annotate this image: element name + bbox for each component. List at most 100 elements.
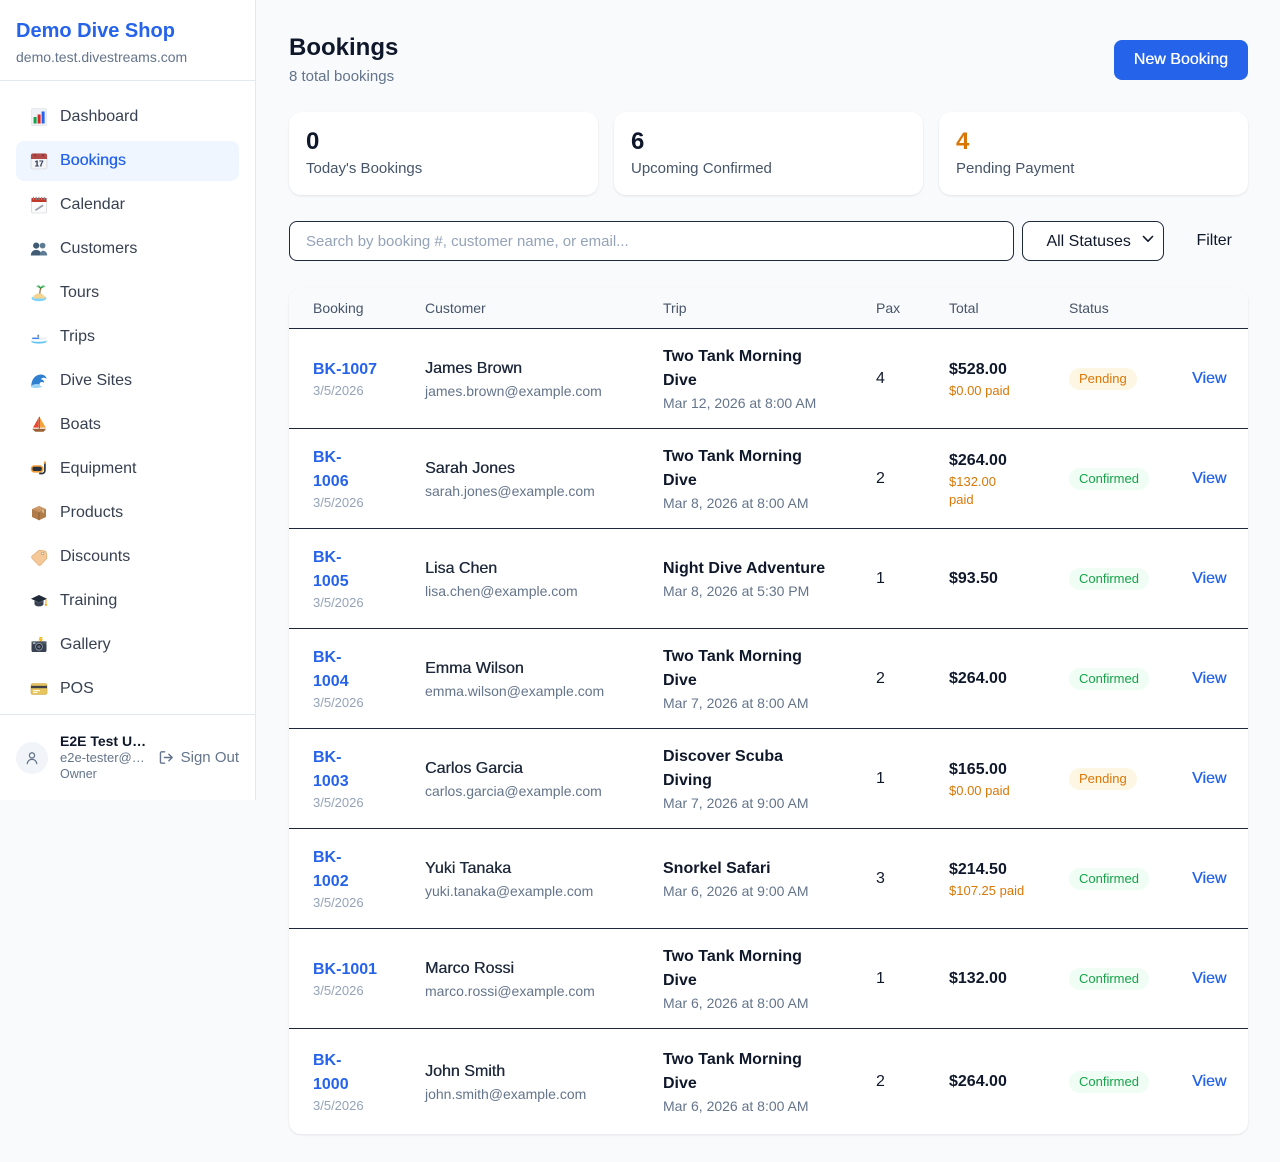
table-row: BK- 1000 3/5/2026 John Smith john.smith@exam…: [289, 1029, 1248, 1134]
dive-mask-icon: [30, 460, 48, 478]
booking-id-line: BK-: [313, 548, 342, 566]
booking-date: 3/5/2026: [313, 1097, 364, 1113]
pax-cell: 1: [876, 569, 885, 587]
booking-cell: BK-1001 3/5/2026: [313, 958, 425, 1000]
booking-id-line: BK-: [313, 848, 342, 866]
sidebar: Demo Dive Shop demo.test.divestreams.com…: [0, 0, 256, 800]
view-link[interactable]: View: [1192, 469, 1227, 487]
total-cell: $264.00: [949, 667, 1069, 691]
total-paid-line: paid: [949, 491, 974, 507]
status-cell: Pending: [1069, 367, 1192, 390]
customer-name: James Brown: [425, 359, 522, 377]
search-input[interactable]: [289, 221, 1015, 261]
sign-out-button[interactable]: Sign Out: [158, 749, 239, 766]
grad-cap-icon: [30, 592, 48, 610]
view-link[interactable]: View: [1192, 669, 1227, 687]
sidebar-item-label: Trips: [60, 328, 95, 345]
pax-cell: 1: [876, 769, 885, 787]
filter-button[interactable]: Filter: [1180, 221, 1248, 261]
sidebar-item-pos[interactable]: POS: [16, 669, 239, 709]
booking-id-link[interactable]: BK- 1004: [313, 646, 425, 694]
sidebar-item-calendar[interactable]: Calendar: [16, 185, 239, 225]
view-link[interactable]: View: [1192, 869, 1227, 887]
brand-title: Demo Dive Shop: [16, 20, 175, 42]
booking-id-line: 1003: [313, 772, 349, 790]
trip-name: Snorkel Safari: [663, 859, 771, 877]
booking-date: 3/5/2026: [313, 382, 364, 398]
sidebar-item-equipment[interactable]: Equipment: [16, 449, 239, 489]
booking-id-link[interactable]: BK- 1006: [313, 446, 425, 494]
new-booking-button[interactable]: New Booking: [1113, 40, 1248, 80]
column-header-status: Status: [1069, 300, 1109, 316]
sidebar-item-tours[interactable]: Tours: [16, 273, 239, 313]
booking-id-link[interactable]: BK- 1000: [313, 1049, 425, 1097]
view-link[interactable]: View: [1192, 569, 1227, 587]
status-select[interactable]: All Statuses: [1022, 221, 1165, 261]
total-amount: $528.00: [949, 360, 1007, 378]
sidebar-item-bookings[interactable]: Bookings: [16, 141, 239, 181]
trip-date: Mar 6, 2026 at 8:00 AM: [663, 994, 809, 1011]
booking-cell: BK- 1006 3/5/2026: [313, 446, 425, 512]
camera-icon: [30, 636, 48, 654]
booking-id-link[interactable]: BK- 1005: [313, 546, 425, 594]
view-link[interactable]: View: [1192, 369, 1227, 387]
table-row: BK- 1004 3/5/2026 Emma Wilson emma.wilson@ex…: [289, 629, 1248, 729]
stat-value: 6: [631, 128, 645, 155]
view-link[interactable]: View: [1192, 1072, 1227, 1090]
table-row: BK-1001 3/5/2026 Marco Rossi marco.rossi@ex…: [289, 929, 1248, 1029]
booking-id-line: BK-1007: [313, 360, 378, 378]
stat-label: Upcoming Confirmed: [631, 160, 772, 177]
sidebar-item-boats[interactable]: Boats: [16, 405, 239, 445]
total-paid: $0.00 paid: [949, 782, 1045, 800]
sidebar-item-products[interactable]: Products: [16, 493, 239, 533]
sidebar-item-training[interactable]: Training: [16, 581, 239, 621]
user-meta: E2E Test U… e2e-tester@… Owner: [60, 733, 148, 782]
customer-email: marco.rossi@example.com: [425, 982, 595, 999]
booking-id-line: BK-: [313, 448, 342, 466]
column-header-customer: Customer: [425, 300, 486, 316]
booking-date: 3/5/2026: [313, 794, 364, 810]
view-link[interactable]: View: [1192, 969, 1227, 987]
status-badge: Confirmed: [1069, 867, 1149, 890]
sidebar-nav: Dashboard Bookings Calendar Customers Tours T…: [0, 81, 255, 714]
status-cell: Confirmed: [1069, 567, 1192, 590]
sailboat-icon: [30, 416, 48, 434]
customer-email: john.smith@example.com: [425, 1085, 587, 1102]
sidebar-item-label: POS: [60, 680, 94, 697]
sidebar-item-dashboard[interactable]: Dashboard: [16, 97, 239, 137]
sidebar-item-dive-sites[interactable]: Dive Sites: [16, 361, 239, 401]
total-paid: $107.25 paid: [949, 882, 1045, 900]
speedboat-icon: [30, 328, 48, 346]
customer-email: james.brown@example.com: [425, 382, 602, 399]
booking-id-line: 1004: [313, 672, 349, 690]
bar-chart-icon: [30, 108, 48, 126]
total-cell: $528.00 $0.00 paid: [949, 358, 1069, 400]
sidebar-item-customers[interactable]: Customers: [16, 229, 239, 269]
total-amount: $93.50: [949, 569, 998, 587]
stat-value: 0: [306, 128, 320, 155]
sidebar-item-gallery[interactable]: Gallery: [16, 625, 239, 665]
customer-email: lisa.chen@example.com: [425, 582, 578, 599]
status-badge: Confirmed: [1069, 667, 1149, 690]
table-row: BK- 1002 3/5/2026 Yuki Tanaka yuki.tanaka@ex…: [289, 829, 1248, 929]
page-title: Bookings: [289, 34, 399, 61]
customer-cell: James Brown james.brown@example.com: [425, 357, 663, 401]
booking-date: 3/5/2026: [313, 982, 364, 998]
sidebar-item-discounts[interactable]: Discounts: [16, 537, 239, 577]
pax-cell: 2: [876, 669, 885, 687]
view-cell: View: [1192, 670, 1226, 688]
person-icon: [24, 750, 40, 766]
booking-id-link[interactable]: BK- 1002: [313, 846, 425, 894]
sidebar-item-label: Dive Sites: [60, 372, 133, 389]
total-amount: $264.00: [949, 669, 1007, 687]
booking-id-link[interactable]: BK- 1003: [313, 746, 425, 794]
sidebar-item-trips[interactable]: Trips: [16, 317, 239, 357]
total-amount: $165.00: [949, 760, 1007, 778]
booking-id-link[interactable]: BK-1007: [313, 358, 425, 382]
total-paid-line: $107.25 paid: [949, 882, 1025, 898]
customer-email: emma.wilson@example.com: [425, 682, 605, 699]
customer-cell: Yuki Tanaka yuki.tanaka@example.com: [425, 857, 663, 901]
booking-id-link[interactable]: BK-1001: [313, 958, 425, 982]
booking-id-line: 1000: [313, 1075, 349, 1093]
view-link[interactable]: View: [1192, 769, 1227, 787]
